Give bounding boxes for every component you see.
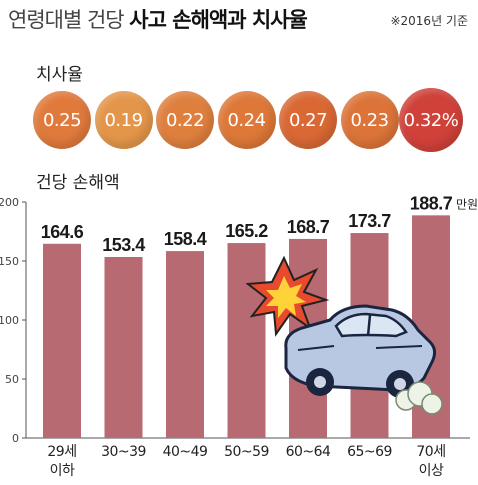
loss-per-case-label: 건당 손해액 bbox=[36, 173, 120, 193]
y-tick-label: 50 bbox=[5, 373, 19, 386]
fatality-rate-circle: 0.22 bbox=[156, 91, 214, 149]
bar bbox=[104, 256, 143, 438]
fatality-rate-circle: 0.32% bbox=[399, 88, 463, 152]
bar-value-label: 158.4 bbox=[164, 229, 207, 249]
fatality-rate-circle: 0.23 bbox=[340, 91, 399, 149]
title-bold: 사고 손해액과 치사율 bbox=[129, 8, 308, 32]
fatality-rate-circle: 0.27 bbox=[279, 91, 337, 149]
bar-value-label: 164.6 bbox=[41, 222, 84, 242]
x-tick-label: 60~64 bbox=[286, 444, 331, 460]
bar-value-label: 165.2 bbox=[225, 221, 268, 241]
x-tick-label: 40~49 bbox=[163, 444, 208, 460]
x-tick-label: 30~39 bbox=[101, 444, 146, 460]
x-tick-label: 이하 bbox=[50, 463, 75, 479]
chart-title: 연령대별 건당 사고 손해액과 치사율 bbox=[8, 4, 308, 34]
bar bbox=[43, 243, 81, 438]
fatality-rate-circle: 0.24 bbox=[217, 91, 276, 149]
fatality-rate-row: 0.25 0.19 0.22 0.24 0.27 0.23 0.32% bbox=[0, 88, 478, 152]
x-tick-label: 70세 bbox=[416, 444, 445, 460]
bar-value-label: 168.7 bbox=[287, 217, 330, 237]
bar-value-label: 173.7 bbox=[348, 211, 391, 231]
fatality-rate-label: 치사율 bbox=[36, 65, 83, 85]
x-tick-label: 이상 bbox=[419, 463, 444, 479]
y-tick-label: 200 bbox=[0, 196, 19, 209]
base-year-note: ※2016년 기준 bbox=[390, 14, 468, 28]
exhaust-smoke-icon bbox=[395, 381, 443, 415]
fatality-rate-circle: 0.25 bbox=[33, 91, 91, 149]
bar bbox=[166, 251, 204, 438]
fatality-rate-circle: 0.19 bbox=[94, 91, 153, 149]
x-tick-label: 65~69 bbox=[347, 444, 392, 460]
x-tick-label: 50~59 bbox=[224, 444, 269, 460]
unit-label: 만원 bbox=[456, 197, 478, 211]
y-tick-label: 150 bbox=[0, 255, 19, 268]
x-tick-label: 29세 bbox=[47, 444, 76, 460]
y-tick-label: 100 bbox=[0, 314, 19, 327]
y-tick-label: 0 bbox=[12, 432, 19, 445]
bar bbox=[227, 243, 266, 438]
title-light: 연령대별 건당 bbox=[8, 8, 125, 32]
bar-value-label: 153.4 bbox=[102, 235, 145, 255]
crashed-car-illustration bbox=[246, 255, 443, 415]
explosion-icon bbox=[246, 255, 330, 337]
bar-value-label: 188.7 bbox=[410, 193, 453, 213]
